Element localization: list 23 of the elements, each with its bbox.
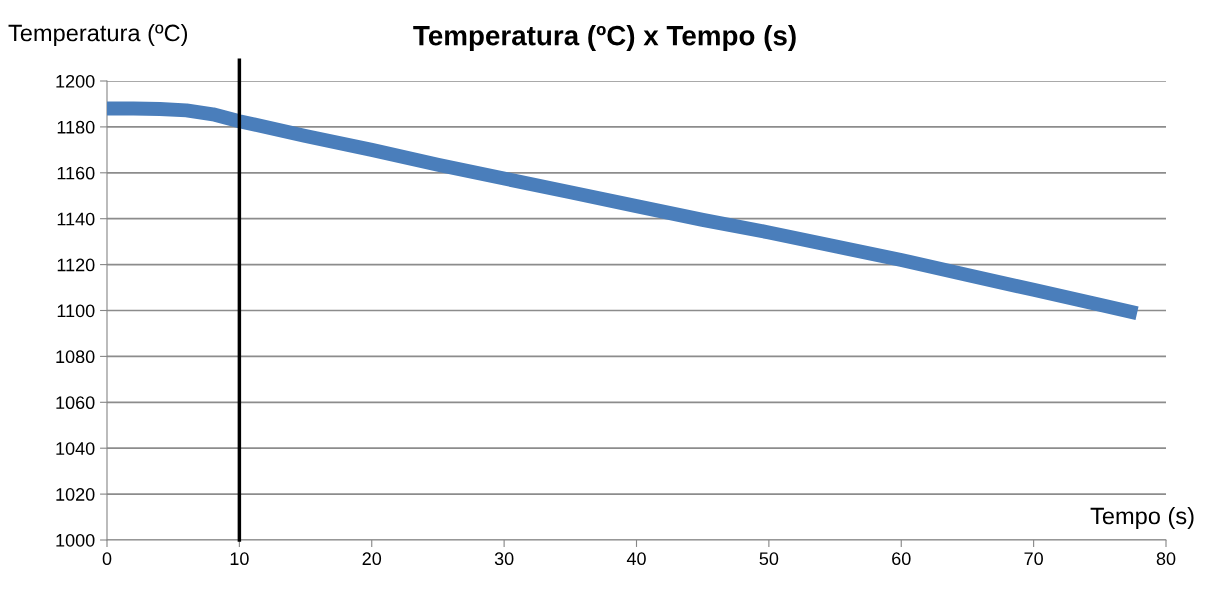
- x-tick-label: 50: [759, 552, 779, 566]
- x-tick-label: 80: [1156, 552, 1176, 566]
- y-tick-label: 1120: [57, 258, 95, 272]
- y-tick-label: 1080: [56, 350, 95, 364]
- x-tick-label: 20: [362, 552, 382, 566]
- y-axis-title: Temperatura (ºC): [8, 24, 188, 47]
- y-tick-label: 1020: [56, 488, 95, 501]
- x-tick-label: 40: [626, 552, 646, 566]
- y-tick-label: 1060: [56, 396, 95, 410]
- x-axis-title: Tempo (s): [1090, 506, 1194, 529]
- y-tick-label: 1140: [57, 212, 95, 226]
- x-tick-label: 10: [230, 552, 249, 566]
- y-tick-label: 1040: [56, 442, 95, 455]
- y-tick-label: 1000: [56, 533, 95, 547]
- x-tick-label: 70: [1024, 552, 1043, 566]
- x-tick-label: 30: [494, 552, 514, 566]
- y-tick-label: 1160: [57, 166, 95, 180]
- x-tick-label: 0: [102, 552, 112, 566]
- chart-title: Temperatura (ºC) x Tempo (s): [413, 25, 796, 51]
- y-tick-label: 1100: [57, 304, 95, 318]
- x-tick-label: 60: [892, 552, 911, 566]
- y-tick-label: 1180: [57, 120, 95, 134]
- y-tick-label: 1200: [56, 74, 95, 88]
